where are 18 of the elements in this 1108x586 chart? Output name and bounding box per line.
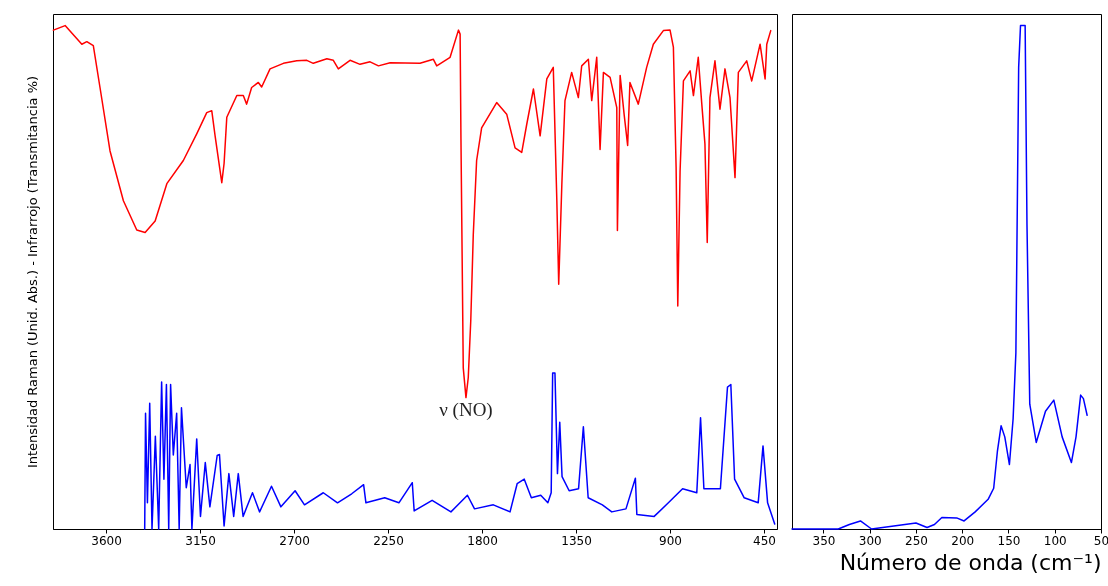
x-axis-title: Número de onda (cm⁻¹): [839, 549, 1102, 575]
y-axis-title: Intensidad Raman (Unid. Abs.) - Infrarrojo (Transmitancia %): [24, 75, 40, 469]
x-tick-label: 200: [951, 533, 975, 548]
x-tick-label: 3150: [185, 533, 216, 548]
x-tick-label: 3600: [91, 533, 122, 548]
x-tick-label: 250: [905, 533, 928, 548]
annotation: ν (NO): [439, 398, 493, 421]
x-tick-label: 350: [812, 533, 836, 548]
x-tick-label: 100: [1043, 533, 1067, 548]
x-tick-label: 1350: [561, 533, 592, 548]
x-tick-label: 150: [997, 533, 1021, 548]
x-tick-label: 450: [753, 533, 776, 548]
x-tick-label: 300: [858, 533, 882, 548]
x-tick-label: 50: [1093, 533, 1108, 548]
x-tick-label: 1800: [467, 533, 498, 548]
x-tick-label: 2700: [279, 533, 310, 548]
x-tick-label: 2250: [373, 533, 404, 548]
x-tick-label: 900: [659, 533, 682, 548]
